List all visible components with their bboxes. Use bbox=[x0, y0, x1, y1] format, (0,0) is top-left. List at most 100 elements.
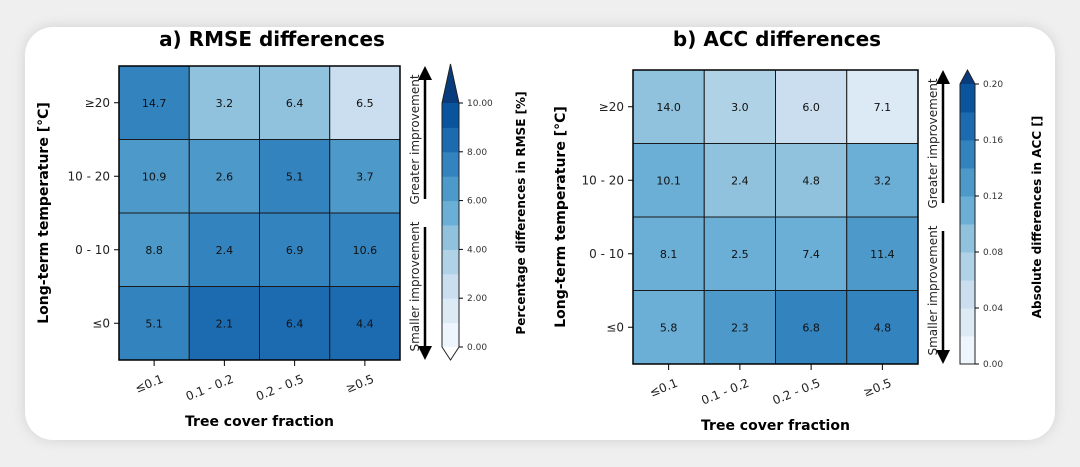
x-tick-label: ≤0.1 bbox=[133, 372, 165, 396]
colorbar-label: Absolute differences in ACC [] bbox=[1030, 116, 1044, 319]
x-tick-label: 0.2 - 0.5 bbox=[771, 376, 823, 408]
heatmap-cell bbox=[188, 286, 260, 361]
cell-value-label: 8.1 bbox=[660, 248, 678, 261]
colorbar-segment bbox=[442, 127, 459, 153]
y-axis-label: Long-term temperature [°C] bbox=[36, 102, 52, 324]
cell-value-label: 6.8 bbox=[802, 321, 820, 334]
colorbar-tick-label: 4.00 bbox=[467, 245, 487, 255]
colorbar-tick-label: 0.12 bbox=[983, 192, 1003, 202]
chart-title: b) ACC differences bbox=[673, 27, 881, 51]
cell-value-label: 6.4 bbox=[286, 317, 304, 330]
cell-value-label: 2.3 bbox=[731, 321, 749, 334]
cell-value-label: 7.4 bbox=[802, 248, 820, 261]
y-tick-label: ≤0 bbox=[606, 320, 624, 334]
y-tick-label: ≤0 bbox=[92, 316, 110, 330]
cell-value-label: 6.9 bbox=[286, 244, 304, 257]
heatmap-cell bbox=[632, 69, 705, 144]
colorbar-segment bbox=[960, 308, 975, 337]
colorbar-extend-min bbox=[442, 347, 459, 360]
heatmap-cell bbox=[703, 143, 776, 218]
colorbar-outline bbox=[959, 68, 976, 365]
heatmap-frame bbox=[118, 65, 401, 361]
colorbar-extend-max bbox=[960, 70, 975, 84]
colorbar-tick-label: 0.00 bbox=[983, 360, 1003, 370]
colorbar-segment bbox=[442, 273, 459, 299]
heatmap-cell bbox=[846, 290, 919, 365]
greater-improvement-label: Greater improvement bbox=[408, 74, 422, 204]
heatmap-cell bbox=[703, 216, 776, 291]
cell-value-label: 3.0 bbox=[731, 101, 749, 114]
arrow-down-icon bbox=[418, 346, 432, 360]
cell-value-label: 6.4 bbox=[286, 97, 304, 110]
cell-value-label: 8.8 bbox=[145, 244, 163, 257]
heatmap-cell bbox=[259, 65, 331, 140]
x-tick-label: ≥0.5 bbox=[861, 376, 893, 400]
x-tick-label: ≥0.5 bbox=[344, 372, 376, 396]
cell-value-label: 11.4 bbox=[870, 248, 895, 261]
colorbar-segment bbox=[960, 280, 975, 309]
heatmap-cell bbox=[118, 65, 190, 140]
cell-value-label: 2.4 bbox=[216, 244, 234, 257]
heatmap-cell bbox=[188, 212, 260, 287]
heatmap-cell bbox=[775, 69, 848, 144]
colorbar-segment bbox=[442, 176, 459, 202]
cell-value-label: 4.4 bbox=[356, 317, 374, 330]
cell-value-label: 14.7 bbox=[142, 97, 167, 110]
colorbar-segment bbox=[960, 336, 975, 365]
cell-value-label: 3.7 bbox=[356, 170, 374, 183]
colorbar-segment bbox=[960, 252, 975, 281]
x-tick-label: 0.1 - 0.2 bbox=[699, 376, 751, 408]
chart-title: a) RMSE differences bbox=[159, 27, 385, 51]
heatmap-panel-rmse: a) RMSE differences 14.7 3.2 6.4 6.5 10.9 2.6 5… bbox=[36, 27, 528, 430]
y-axis-label: Long-term temperature [°C] bbox=[553, 106, 569, 328]
colorbar-segment bbox=[442, 103, 459, 128]
heatmap-cell bbox=[329, 212, 401, 287]
colorbar-tick-label: 0.16 bbox=[983, 136, 1003, 146]
heatmap-frame bbox=[632, 69, 919, 365]
smaller-improvement-label: Smaller improvement bbox=[926, 225, 940, 355]
y-tick-label: 0 - 10 bbox=[75, 243, 110, 257]
arrow-down-icon bbox=[936, 350, 950, 364]
arrow-up-icon bbox=[418, 66, 432, 80]
x-tick-label: ≤0.1 bbox=[647, 376, 679, 400]
colorbar-segment bbox=[442, 322, 459, 348]
cell-value-label: 5.1 bbox=[145, 317, 163, 330]
colorbar-tick-label: 8.00 bbox=[467, 148, 487, 158]
x-tick-label: 0.2 - 0.5 bbox=[254, 372, 306, 404]
cell-value-label: 5.8 bbox=[660, 321, 678, 334]
greater-improvement-label: Greater improvement bbox=[926, 78, 940, 208]
colorbar-segment bbox=[442, 249, 459, 275]
heatmap-cell bbox=[775, 143, 848, 218]
cell-value-label: 5.1 bbox=[286, 170, 304, 183]
cell-value-label: 2.4 bbox=[731, 174, 749, 187]
heatmap-cell bbox=[775, 216, 848, 291]
colorbar-segment bbox=[442, 200, 459, 226]
colorbar-label: Percentage differences in RMSE [%] bbox=[514, 91, 528, 334]
colorbar-tick-label: 0.00 bbox=[467, 343, 487, 353]
cell-value-label: 10.1 bbox=[656, 174, 681, 187]
cell-value-label: 2.6 bbox=[216, 170, 234, 183]
heatmap-cell bbox=[329, 139, 401, 214]
cell-value-label: 4.8 bbox=[802, 174, 820, 187]
cell-value-label: 10.6 bbox=[353, 244, 378, 257]
cell-value-label: 14.0 bbox=[656, 101, 681, 114]
cell-value-label: 3.2 bbox=[216, 97, 234, 110]
heatmap-cell bbox=[846, 143, 919, 218]
colorbar-segment bbox=[960, 84, 975, 113]
colorbar-tick-label: 10.00 bbox=[467, 99, 493, 109]
heatmap-cell bbox=[775, 290, 848, 365]
y-tick-label: 0 - 10 bbox=[589, 247, 624, 261]
y-tick-label: ≥20 bbox=[85, 96, 110, 110]
cell-value-label: 2.1 bbox=[216, 317, 234, 330]
cell-value-label: 6.0 bbox=[802, 101, 820, 114]
colorbar-segment bbox=[442, 225, 459, 250]
cell-value-label: 4.8 bbox=[874, 321, 892, 334]
colorbar-extend-max bbox=[442, 64, 459, 103]
x-axis-label: Tree cover fraction bbox=[701, 418, 850, 434]
x-axis-label: Tree cover fraction bbox=[185, 414, 334, 430]
heatmap-cell bbox=[259, 139, 331, 214]
y-tick-label: 10 - 20 bbox=[68, 169, 111, 183]
y-tick-label: 10 - 20 bbox=[582, 173, 625, 187]
cell-value-label: 2.5 bbox=[731, 248, 749, 261]
